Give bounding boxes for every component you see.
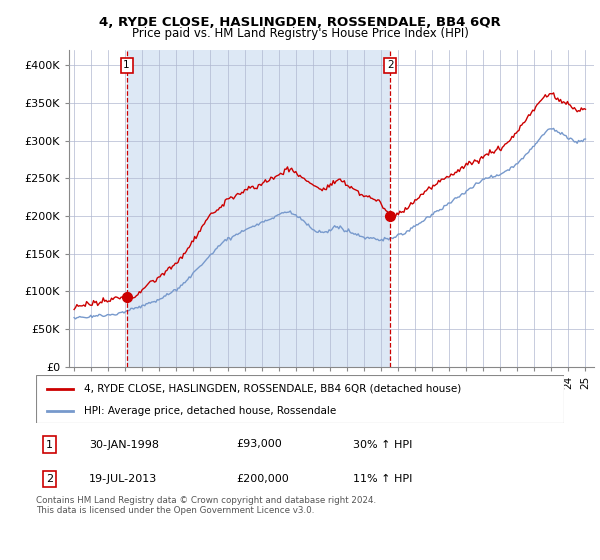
Text: 1: 1 [124,60,130,71]
Text: £93,000: £93,000 [236,440,283,450]
Bar [127,50,391,367]
Text: 4, RYDE CLOSE, HASLINGDEN, ROSSENDALE, BB4 6QR: 4, RYDE CLOSE, HASLINGDEN, ROSSENDALE, B… [99,16,501,29]
Text: Price paid vs. HM Land Registry's House Price Index (HPI): Price paid vs. HM Land Registry's House … [131,27,469,40]
Text: 11% ↑ HPI: 11% ↑ HPI [353,474,412,484]
Text: 30% ↑ HPI: 30% ↑ HPI [353,440,412,450]
Text: £200,000: £200,000 [236,474,289,484]
Text: 4, RYDE CLOSE, HASLINGDEN, ROSSENDALE, BB4 6QR (detached house): 4, RYDE CLOSE, HASLINGDEN, ROSSENDALE, B… [83,384,461,394]
Text: 30-JAN-1998: 30-JAN-1998 [89,440,159,450]
Text: HPI: Average price, detached house, Rossendale: HPI: Average price, detached house, Ross… [83,406,336,416]
Text: Contains HM Land Registry data © Crown copyright and database right 2024.
This d: Contains HM Land Registry data © Crown c… [36,496,376,515]
FancyBboxPatch shape [36,375,564,423]
Text: 2: 2 [46,474,53,484]
Text: 19-JUL-2013: 19-JUL-2013 [89,474,157,484]
Text: 2: 2 [387,60,394,71]
Text: 1: 1 [46,440,53,450]
